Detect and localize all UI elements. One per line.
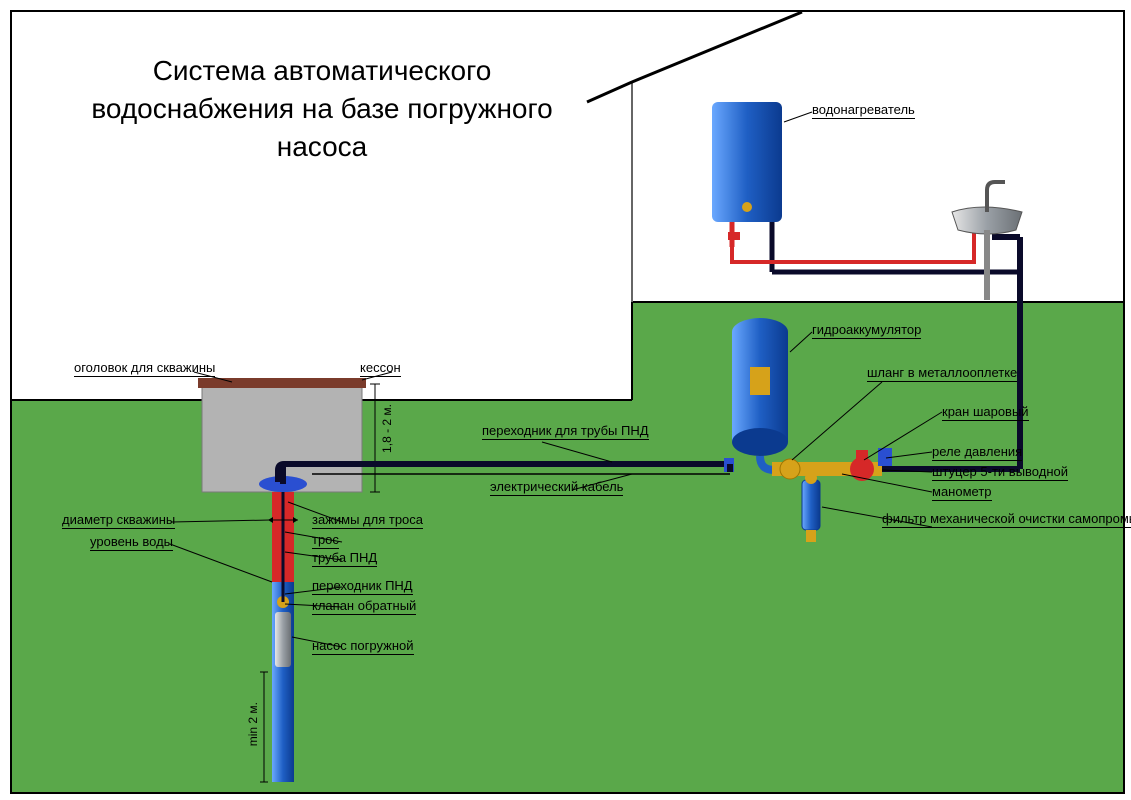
label-filter: фильтр механической очистки самопромывно… (882, 512, 1131, 527)
label-accum: гидроаккумулятор (812, 322, 921, 339)
label-ecable-text: электрический кабель (490, 479, 623, 496)
label-ballvalve: кран шаровый (942, 404, 1029, 421)
scene (12, 12, 1123, 792)
label-heater: водонагреватель (812, 102, 915, 119)
submersible-pump (275, 612, 291, 667)
sink-drain (984, 230, 990, 300)
label-min-depth: min 2 м. (246, 702, 260, 746)
label-depth: 1,8 - 2 м. (380, 404, 394, 453)
label-pump: насос погружной (312, 638, 414, 655)
label-adapter-pnd2: переходник ПНД (312, 578, 413, 595)
label-wellhead: оголовок для скважины (74, 360, 215, 377)
label-hose: шланг в металлооплетке (867, 366, 1017, 381)
ball-valve-icon (850, 457, 874, 481)
label-check-valve: клапан обратный (312, 598, 416, 615)
roof (587, 12, 802, 102)
heater-valve (728, 232, 740, 240)
label-fitting5: штуцер 5-ти выводной (932, 464, 1068, 481)
label-adapter-pnd-text: переходник для трубы ПНД (482, 423, 649, 440)
label-cable2: трос (312, 532, 339, 549)
label-well-diameter: диаметр скважины (62, 512, 175, 529)
label-water-level: уровень воды (90, 534, 173, 551)
label-manometer: манометр (932, 484, 992, 501)
label-clamps: зажимы для троса (312, 512, 423, 529)
accumulator-label (750, 367, 770, 395)
label-ecable: электрический кабель (490, 480, 623, 494)
label-kesson: кессон (360, 360, 401, 377)
label-hose-text: шланг в металлооплетке (867, 365, 1017, 382)
label-pressure: реле давления (932, 444, 1022, 461)
manometer-icon (780, 459, 800, 479)
label-filter-text: фильтр механической очистки самопромывно… (882, 511, 1131, 528)
filter-body (802, 480, 820, 530)
label-pipe-pnd: труба ПНД (312, 550, 377, 567)
diagram-frame: Система автоматического водоснабжения на… (10, 10, 1125, 794)
label-adapter-pnd: переходник для трубы ПНД (482, 424, 612, 438)
